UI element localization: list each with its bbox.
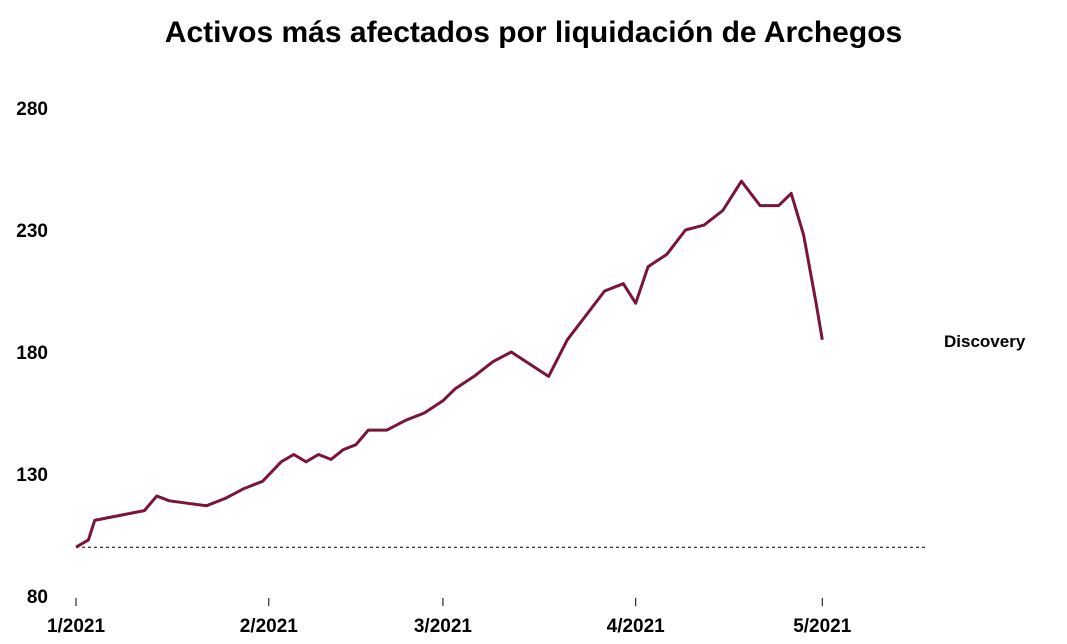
y-tick-label: 80: [27, 587, 48, 608]
series-line-discovery: [75, 179, 824, 549]
y-tick-label: 230: [16, 221, 48, 242]
y-tick-label: 130: [16, 465, 48, 486]
x-tick-label: 1/2021: [47, 616, 106, 637]
x-axis-ticks: 1/2021 2/2021 3/2021 4/2021 5/2021: [47, 598, 852, 637]
y-tick-label: 180: [16, 343, 48, 364]
x-tick-label: 4/2021: [607, 616, 666, 637]
series-lines: [75, 179, 824, 549]
series-label-discovery: Discovery: [944, 332, 1026, 351]
x-tick-label: 2/2021: [240, 616, 299, 637]
y-axis-ticks: 80 130 180 230 280: [16, 99, 48, 608]
chart-title: Activos más afectados por liquidación de…: [164, 16, 903, 49]
y-tick-label: 280: [16, 99, 48, 120]
x-tick-label: 5/2021: [793, 616, 852, 637]
x-tick-label: 3/2021: [414, 616, 473, 637]
series-end-labels: Discovery: [944, 332, 1026, 351]
